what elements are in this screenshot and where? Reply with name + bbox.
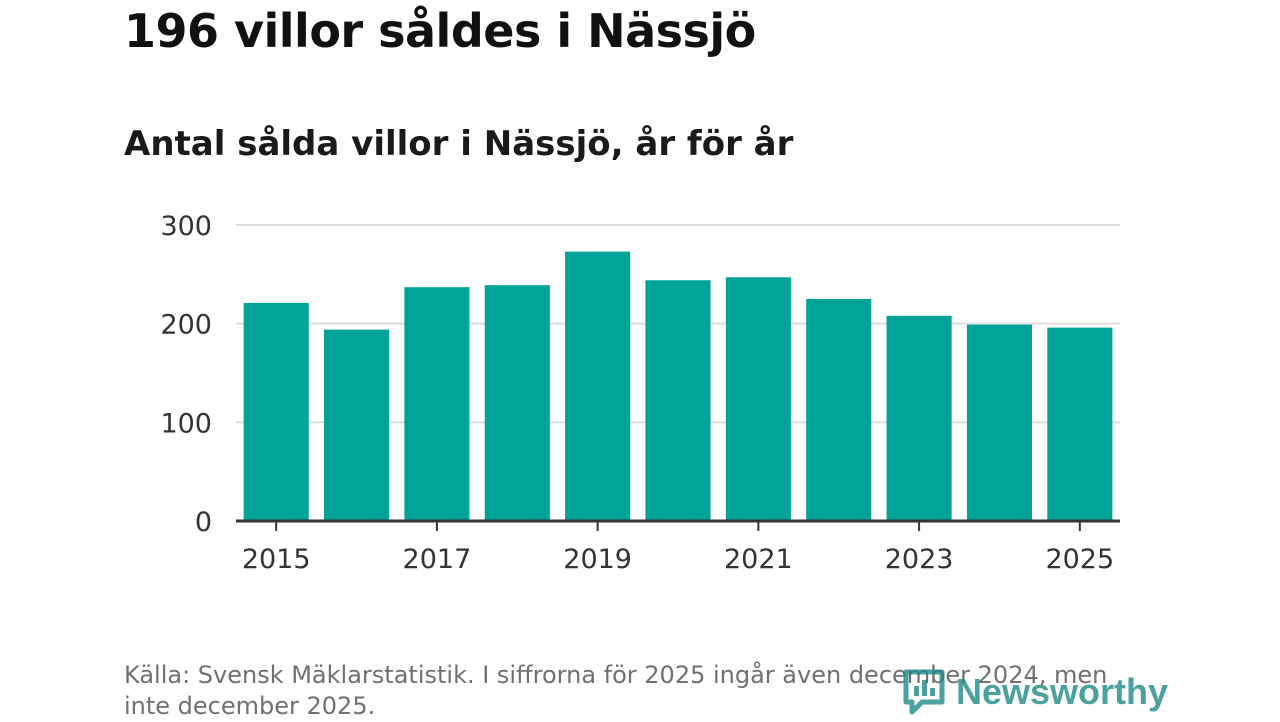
newsworthy-logo: Newsworthy (902, 668, 1168, 716)
x-tick-label: 2019 (563, 544, 632, 575)
x-tick-label: 2021 (724, 544, 793, 575)
x-tick-label: 2025 (1045, 544, 1114, 575)
bar-2015 (243, 302, 309, 521)
y-tick-label: 0 (195, 507, 212, 538)
newsworthy-logo-icon (903, 669, 945, 715)
bar-2016 (323, 329, 390, 521)
y-tick-label: 300 (160, 211, 212, 242)
headline: 196 villor såldes i Nässjö (124, 4, 756, 58)
bar-2024 (966, 324, 1033, 521)
axes: 0 100 200 300 2015 2017 2019 2021 2023 2025 (160, 211, 1120, 575)
y-tick-label: 200 (160, 310, 212, 341)
bar-2017 (404, 287, 470, 521)
bar-2020 (645, 280, 711, 521)
bar-2025 (1047, 327, 1113, 521)
x-tick-label: 2017 (403, 544, 472, 575)
bar-2022 (806, 299, 872, 521)
x-tick-label: 2015 (242, 544, 311, 575)
x-tick-label: 2023 (885, 544, 954, 575)
logo-text: Newsworthy (956, 671, 1169, 712)
chart-subtitle: Antal sålda villor i Nässjö, år för år (124, 124, 794, 164)
bar-2021 (725, 277, 791, 521)
bar-chart: 0 100 200 300 2015 2017 2019 2021 2023 2025 (160, 211, 1120, 575)
bar-2019 (565, 251, 631, 521)
bars (243, 251, 1113, 521)
bar-2018 (484, 285, 550, 521)
bar-2023 (886, 315, 952, 521)
y-tick-label: 100 (160, 408, 212, 439)
